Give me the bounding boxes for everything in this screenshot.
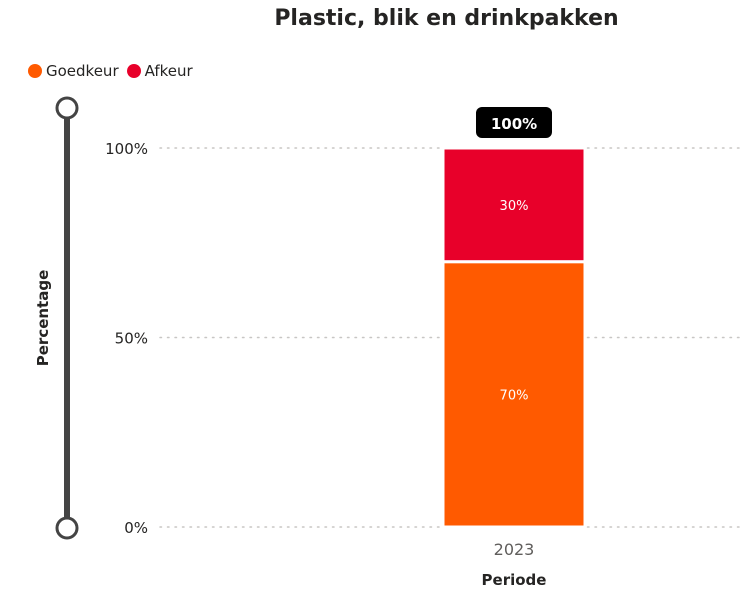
legend-swatch-goedkeur xyxy=(28,64,42,78)
legend-item-afkeur[interactable]: Afkeur xyxy=(126,62,193,80)
total-label-badge xyxy=(476,107,552,138)
data-label-goedkeur: 70% xyxy=(500,388,529,403)
y-axis-ticks: 0% 50% 100% xyxy=(105,140,148,537)
bar-segment-goedkeur[interactable] xyxy=(441,260,587,529)
x-axis-title: Periode xyxy=(482,571,547,589)
legend-item-goedkeur[interactable]: Goedkeur xyxy=(28,62,119,80)
bars xyxy=(441,146,587,529)
legend-label-goedkeur: Goedkeur xyxy=(46,62,119,80)
bar-segment-afkeur[interactable] xyxy=(441,146,587,264)
total-label: 100% xyxy=(491,115,537,133)
data-label-afkeur: 30% xyxy=(500,199,529,214)
y-axis-title: Percentage xyxy=(34,270,52,367)
data-labels: 70% 30% 100% 2023 xyxy=(476,107,552,559)
legend-label-afkeur: Afkeur xyxy=(144,62,193,80)
legend: Goedkeur Afkeur xyxy=(28,62,193,80)
y-tick-label: 100% xyxy=(105,140,148,158)
legend-swatch-afkeur xyxy=(126,64,141,78)
chart-title: Plastic, blik en drinkpakken xyxy=(274,6,619,31)
y-tick-label: 50% xyxy=(115,330,148,348)
zoom-slider-bottom-handle[interactable] xyxy=(55,516,79,540)
zoom-slider-top-handle[interactable] xyxy=(55,96,79,120)
x-tick-label: 2023 xyxy=(494,540,535,559)
y-tick-label: 0% xyxy=(124,519,148,537)
zoom-slider[interactable] xyxy=(55,96,79,540)
gridlines xyxy=(159,147,743,528)
